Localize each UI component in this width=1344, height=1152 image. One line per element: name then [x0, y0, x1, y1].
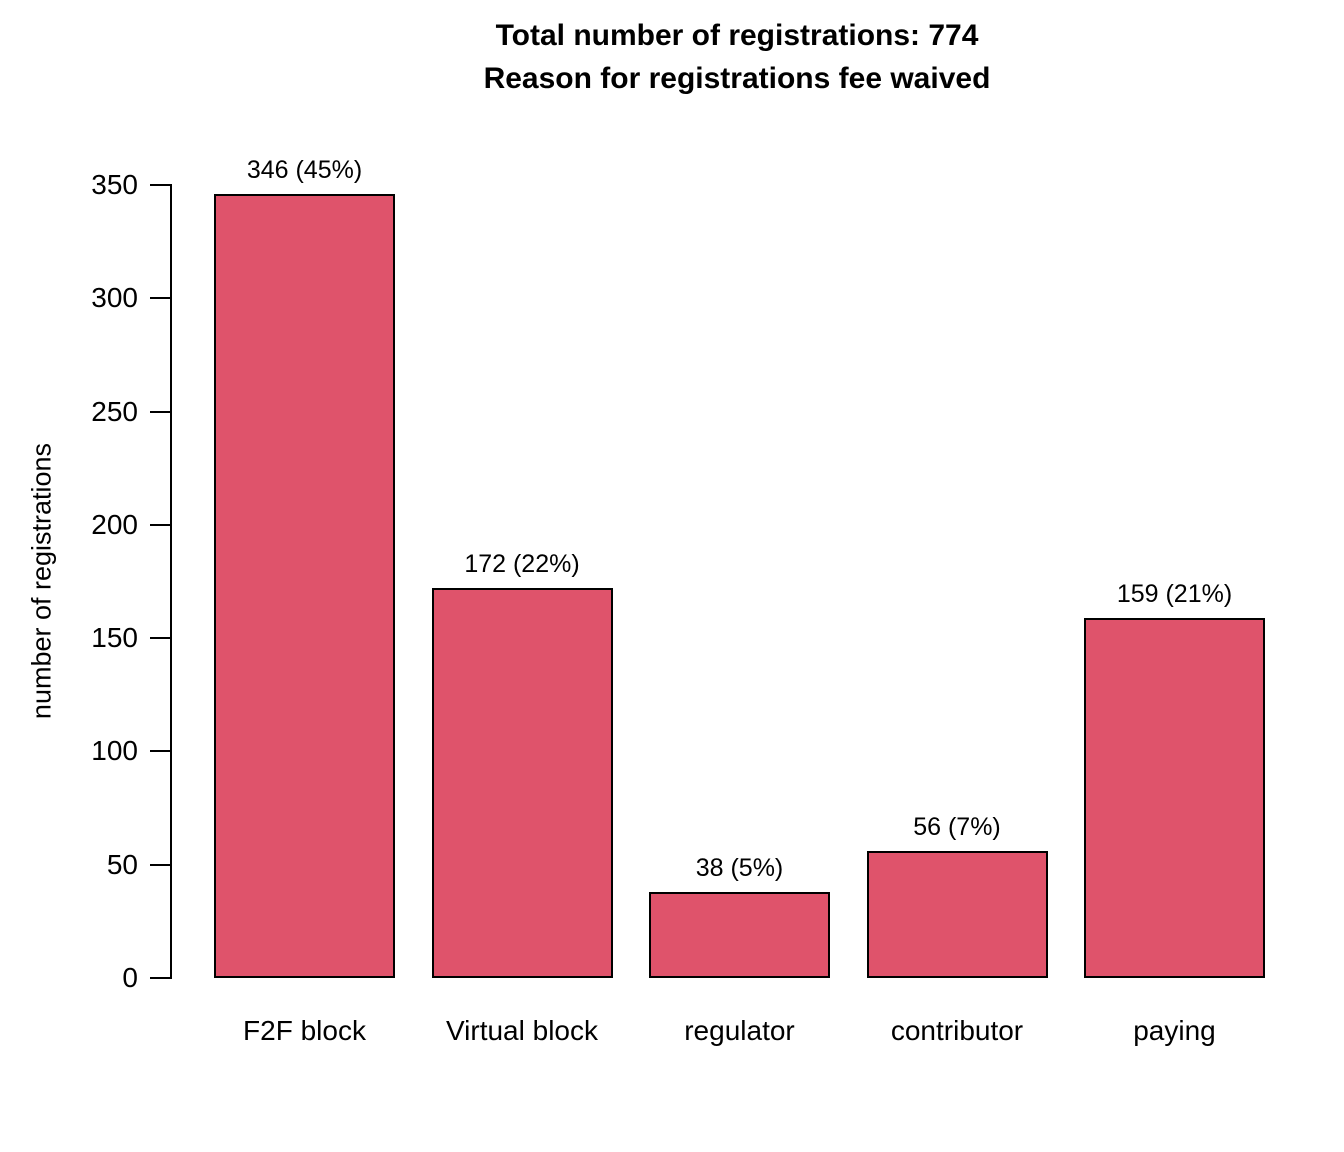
- y-tick-mark: [150, 637, 170, 640]
- y-tick-mark: [150, 977, 170, 979]
- y-tick-mark: [150, 863, 170, 866]
- y-tick-label: 100: [91, 735, 138, 767]
- bar: [866, 851, 1048, 978]
- bar: [214, 194, 395, 978]
- x-category-label: paying: [1133, 1015, 1216, 1046]
- y-tick-label: 0: [122, 962, 138, 993]
- x-category-label: regulator: [684, 1015, 795, 1046]
- chart-title-line-2: Reason for registrations fee waived: [483, 62, 991, 95]
- x-category-label: Virtual block: [445, 1015, 598, 1046]
- y-tick-label: 250: [91, 395, 138, 427]
- y-tick-mark: [150, 297, 170, 300]
- bar-value-label: 346 (45%): [246, 156, 363, 184]
- chart-title: Total number of registrations: 774 Reaso…: [172, 14, 1302, 100]
- chart-title-line-1: Total number of registrations: 774: [495, 19, 979, 52]
- bar-value-label: 172 (22%): [464, 550, 580, 578]
- bar-value-label: 38 (5%): [695, 854, 784, 882]
- x-category-label: contributor: [890, 1015, 1024, 1046]
- y-axis-label: number of registrations: [26, 442, 57, 720]
- y-axis-line: [170, 184, 172, 979]
- y-tick-mark: [150, 523, 170, 526]
- bar-value-label: 56 (7%): [913, 813, 1001, 841]
- y-tick-mark: [150, 750, 170, 753]
- y-tick-label: 200: [91, 508, 138, 540]
- y-tick-mark: [150, 410, 170, 413]
- plot-area: 0 50 100 150 200 250 300 350 346 (45%) F2F block 1…: [91, 156, 1302, 1046]
- bar: [431, 588, 613, 978]
- y-tick-label: 300: [91, 282, 138, 314]
- y-tick-label: 150: [91, 622, 138, 654]
- bar-value-label: 159 (21%): [1116, 580, 1233, 608]
- y-tick-label: 350: [91, 169, 138, 200]
- x-category-label: F2F block: [243, 1015, 366, 1046]
- bar: [1084, 618, 1265, 978]
- bar: [649, 892, 830, 978]
- y-tick-mark: [150, 184, 170, 186]
- y-tick-label: 50: [106, 848, 138, 880]
